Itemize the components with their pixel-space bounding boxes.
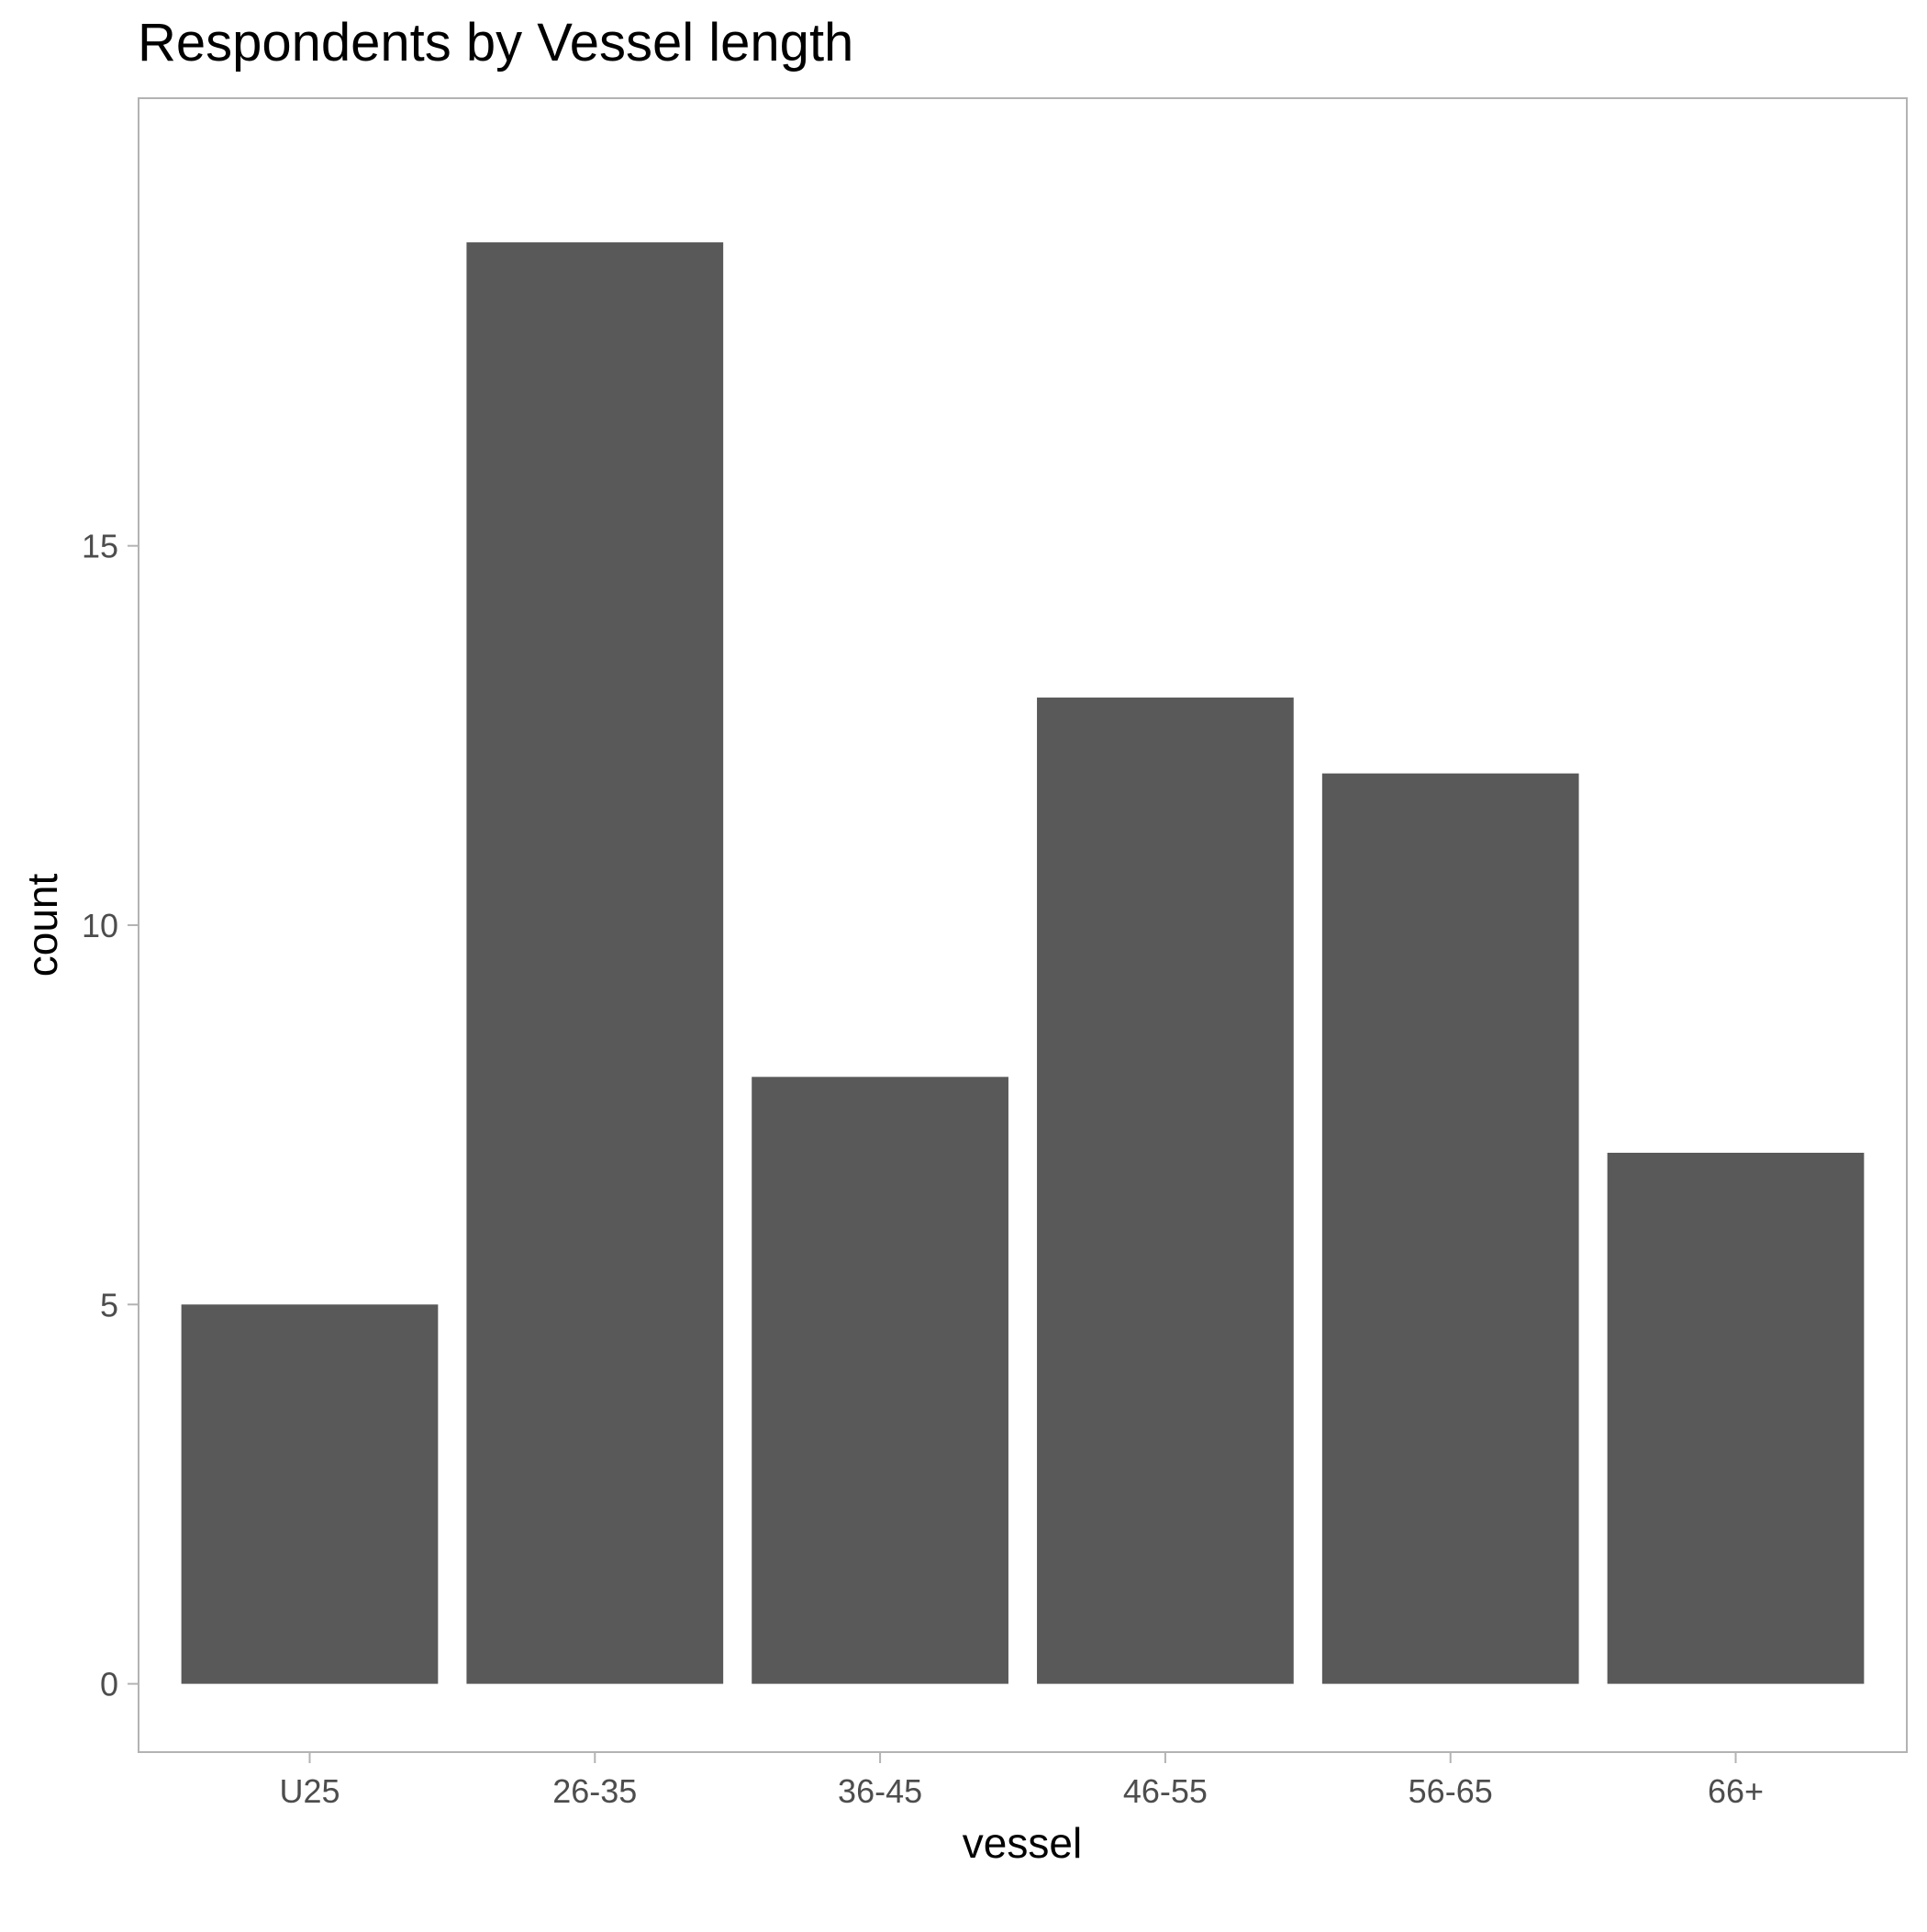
x-axis: U25 26-35 36-45 46-55 56-65 66+: [279, 1752, 1764, 1810]
y-tick-label: 15: [82, 528, 118, 565]
y-tick-label: 5: [100, 1286, 118, 1323]
x-tick-label: 56-65: [1409, 1772, 1493, 1810]
bar-36-45: [752, 1077, 1008, 1684]
y-axis-label: count: [18, 874, 66, 977]
bar-26-35: [466, 242, 724, 1684]
bar-66+: [1607, 1152, 1865, 1684]
bar-U25: [181, 1304, 439, 1684]
x-tick-label: U25: [279, 1772, 340, 1810]
y-tick-label: 0: [100, 1666, 118, 1703]
y-axis: 0 5 10 15: [82, 528, 139, 1703]
y-tick-label: 10: [82, 907, 118, 944]
bar-56-65: [1321, 773, 1579, 1684]
x-tick-label: 26-35: [552, 1772, 637, 1810]
bar-46-55: [1037, 698, 1294, 1684]
x-tick-label: 46-55: [1123, 1772, 1208, 1810]
x-tick-label: 36-45: [838, 1772, 922, 1810]
chart-title: Respondents by Vessel length: [138, 13, 853, 73]
x-axis-label: vessel: [963, 1819, 1082, 1867]
bars-layer: [181, 242, 1865, 1684]
x-tick-label: 66+: [1708, 1772, 1764, 1810]
